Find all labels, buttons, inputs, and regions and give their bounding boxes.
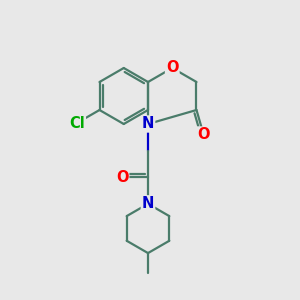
Text: O: O: [166, 61, 178, 76]
Text: N: N: [142, 116, 154, 131]
Text: Cl: Cl: [69, 116, 85, 130]
Text: O: O: [116, 170, 128, 185]
Text: Cl: Cl: [69, 116, 85, 130]
Text: O: O: [197, 128, 210, 142]
Text: N: N: [142, 196, 154, 211]
